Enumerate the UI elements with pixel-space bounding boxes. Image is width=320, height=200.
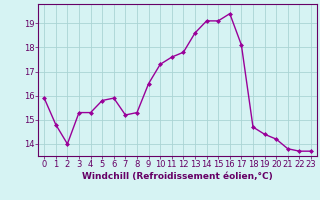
X-axis label: Windchill (Refroidissement éolien,°C): Windchill (Refroidissement éolien,°C) [82,172,273,181]
